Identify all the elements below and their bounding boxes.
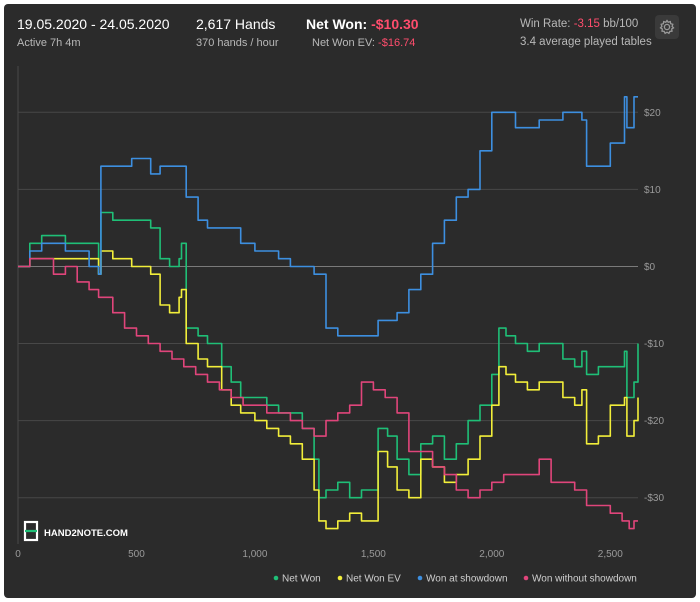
win-rate-label: Win Rate: xyxy=(520,18,571,30)
net-won-label: Net Won: xyxy=(306,16,368,32)
legend-marker xyxy=(337,575,343,581)
date-range: 19.05.2020 - 24.05.2020 xyxy=(17,16,170,32)
net-won-ev-value: -$16.74 xyxy=(378,37,416,49)
legend-item-0: Net Won xyxy=(282,574,321,585)
y-tick-label: $0 xyxy=(644,262,656,273)
chart-panel: 19.05.2020 - 24.05.2020 Active 7h 4m 2,6… xyxy=(4,4,696,598)
y-axis-ticks: $20 $10 $0 -$10 -$20 -$30 xyxy=(644,108,664,504)
legend-item-2: Won at showdown xyxy=(426,574,508,585)
net-won-value: -$10.30 xyxy=(371,16,419,32)
y-tick-label: $20 xyxy=(644,108,661,119)
series-line-net-won-ev xyxy=(18,250,639,530)
y-tick-label: -$10 xyxy=(644,339,664,350)
grid xyxy=(17,66,638,544)
x-tick-label: 0 xyxy=(15,549,21,560)
x-tick-label: 2,000 xyxy=(479,549,504,560)
y-tick-label: $10 xyxy=(644,185,661,196)
legend-item-3: Won without showdown xyxy=(532,574,637,585)
series-line-won-without-showdown xyxy=(18,257,638,530)
series-line-won-at-showdown xyxy=(18,96,638,337)
x-tick-label: 2,500 xyxy=(598,549,623,560)
legend-marker xyxy=(417,575,423,581)
win-rate-unit: bb/100 xyxy=(603,18,639,30)
net-won-ev: Net Won EV: -$16.74 xyxy=(312,37,415,49)
active-time: Active 7h 4m xyxy=(17,37,81,49)
gear-icon xyxy=(659,19,675,35)
y-tick-label: -$20 xyxy=(644,416,664,427)
series-lines xyxy=(18,96,639,530)
net-won-ev-label: Net Won EV: xyxy=(312,37,375,49)
logo-text: HAND2NOTE.COM xyxy=(44,528,128,539)
hand2note-logo: HAND2NOTE.COM xyxy=(23,520,128,542)
legend-marker xyxy=(523,575,529,581)
chart-area: $20 $10 $0 -$10 -$20 -$30 0 500 1,000 1,500 2,000… xyxy=(15,66,664,585)
x-tick-label: 1,000 xyxy=(242,549,267,560)
y-tick-label: -$30 xyxy=(644,493,664,504)
settings-button[interactable] xyxy=(655,15,679,39)
x-tick-label: 1,500 xyxy=(361,549,386,560)
series-line-net-won xyxy=(18,211,639,499)
net-won: Net Won: -$10.30 xyxy=(306,16,419,32)
legend: Net Won Net Won EV Won at showdown Won with… xyxy=(273,574,637,585)
win-rate-value: -3.15 xyxy=(573,18,600,30)
x-tick-label: 500 xyxy=(128,549,145,560)
hands-count: 2,617 Hands xyxy=(196,16,276,32)
average-tables: 3.4 average played tables xyxy=(520,36,652,48)
legend-marker xyxy=(273,575,279,581)
win-rate: Win Rate: -3.15 bb/100 xyxy=(520,18,638,30)
x-axis-ticks: 0 500 1,000 1,500 2,000 2,500 xyxy=(15,549,623,560)
legend-item-1: Net Won EV xyxy=(346,574,401,585)
hands-rate: 370 hands / hour xyxy=(196,37,279,49)
